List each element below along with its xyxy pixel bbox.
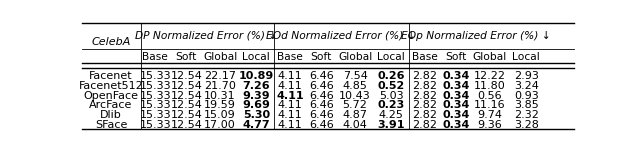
Text: 0.34: 0.34: [442, 71, 470, 81]
Text: Base: Base: [277, 52, 303, 62]
Text: 9.39: 9.39: [243, 91, 270, 101]
Text: Soft: Soft: [310, 52, 332, 62]
Text: 9.74: 9.74: [477, 110, 502, 120]
Text: 0.52: 0.52: [378, 81, 405, 91]
Text: Dlib: Dlib: [100, 110, 122, 120]
Text: 4.11: 4.11: [278, 71, 303, 81]
Text: 15.33: 15.33: [140, 81, 171, 91]
Text: 15.09: 15.09: [204, 110, 236, 120]
Text: 3.85: 3.85: [514, 100, 538, 110]
Text: 6.46: 6.46: [309, 120, 333, 130]
Text: 17.00: 17.00: [204, 120, 236, 130]
Text: Global: Global: [338, 52, 372, 62]
Text: 21.70: 21.70: [204, 81, 236, 91]
Text: 0.56: 0.56: [477, 91, 502, 101]
Text: 4.11: 4.11: [278, 110, 303, 120]
Text: 2.82: 2.82: [412, 100, 438, 110]
Text: 9.36: 9.36: [477, 120, 502, 130]
Text: Local: Local: [512, 52, 540, 62]
Text: 12.54: 12.54: [170, 81, 202, 91]
Text: 15.33: 15.33: [140, 100, 171, 110]
Text: DP Normalized Error (%) ↓: DP Normalized Error (%) ↓: [134, 31, 277, 41]
Text: Soft: Soft: [176, 52, 197, 62]
Text: EOd Normalized Error (%) ↓: EOd Normalized Error (%) ↓: [266, 31, 415, 41]
Text: 4.11: 4.11: [278, 120, 303, 130]
Text: Base: Base: [142, 52, 168, 62]
Text: 6.46: 6.46: [309, 81, 333, 91]
Text: Global: Global: [473, 52, 507, 62]
Text: 22.17: 22.17: [204, 71, 236, 81]
Text: 0.26: 0.26: [378, 71, 405, 81]
Text: 6.46: 6.46: [309, 91, 333, 101]
Text: Global: Global: [203, 52, 237, 62]
Text: 7.26: 7.26: [243, 81, 270, 91]
Text: 4.11: 4.11: [276, 91, 304, 101]
Text: Local: Local: [378, 52, 405, 62]
Text: 12.54: 12.54: [170, 91, 202, 101]
Text: EOp Normalized Error (%) ↓: EOp Normalized Error (%) ↓: [401, 31, 550, 41]
Text: 4.11: 4.11: [278, 81, 303, 91]
Text: 4.87: 4.87: [342, 110, 367, 120]
Text: 7.54: 7.54: [342, 71, 367, 81]
Text: 15.33: 15.33: [140, 91, 171, 101]
Text: 4.25: 4.25: [379, 110, 404, 120]
Text: Base: Base: [412, 52, 438, 62]
Text: 6.46: 6.46: [309, 100, 333, 110]
Text: 2.82: 2.82: [412, 120, 438, 130]
Text: Soft: Soft: [445, 52, 467, 62]
Text: 11.80: 11.80: [474, 81, 506, 91]
Text: 2.32: 2.32: [514, 110, 539, 120]
Text: 12.54: 12.54: [170, 71, 202, 81]
Text: 15.33: 15.33: [140, 110, 171, 120]
Text: 11.16: 11.16: [474, 100, 506, 110]
Text: 6.46: 6.46: [309, 110, 333, 120]
Text: SFace: SFace: [95, 120, 127, 130]
Text: 0.34: 0.34: [442, 81, 470, 91]
Text: 3.28: 3.28: [514, 120, 539, 130]
Text: 2.82: 2.82: [412, 110, 438, 120]
Text: 4.85: 4.85: [342, 81, 367, 91]
Text: 15.33: 15.33: [140, 71, 171, 81]
Text: ArcFace: ArcFace: [90, 100, 132, 110]
Text: 3.91: 3.91: [378, 120, 405, 130]
Text: 0.34: 0.34: [442, 100, 470, 110]
Text: 5.72: 5.72: [342, 100, 367, 110]
Text: 0.34: 0.34: [442, 120, 470, 130]
Text: 5.03: 5.03: [379, 91, 404, 101]
Text: 5.30: 5.30: [243, 110, 270, 120]
Text: 4.04: 4.04: [342, 120, 367, 130]
Text: 10.89: 10.89: [239, 71, 274, 81]
Text: 6.46: 6.46: [309, 71, 333, 81]
Text: 12.22: 12.22: [474, 71, 506, 81]
Text: Facenet512: Facenet512: [79, 81, 143, 91]
Text: 2.82: 2.82: [412, 91, 438, 101]
Text: 10.31: 10.31: [204, 91, 236, 101]
Text: 2.82: 2.82: [412, 81, 438, 91]
Text: 10.43: 10.43: [339, 91, 371, 101]
Text: Local: Local: [243, 52, 270, 62]
Text: 0.34: 0.34: [442, 91, 470, 101]
Text: 12.54: 12.54: [170, 120, 202, 130]
Text: 9.69: 9.69: [243, 100, 270, 110]
Text: 15.33: 15.33: [140, 120, 171, 130]
Text: 0.34: 0.34: [442, 110, 470, 120]
Text: 3.24: 3.24: [514, 81, 539, 91]
Text: 12.54: 12.54: [170, 100, 202, 110]
Text: CelebA: CelebA: [92, 37, 131, 47]
Text: 2.82: 2.82: [412, 71, 438, 81]
Text: 0.23: 0.23: [378, 100, 405, 110]
Text: Facenet: Facenet: [89, 71, 133, 81]
Text: 4.11: 4.11: [278, 100, 303, 110]
Text: 4.77: 4.77: [243, 120, 270, 130]
Text: 19.59: 19.59: [204, 100, 236, 110]
Text: 2.93: 2.93: [514, 71, 539, 81]
Text: 0.93: 0.93: [514, 91, 538, 101]
Text: OpenFace: OpenFace: [83, 91, 138, 101]
Text: 12.54: 12.54: [170, 110, 202, 120]
